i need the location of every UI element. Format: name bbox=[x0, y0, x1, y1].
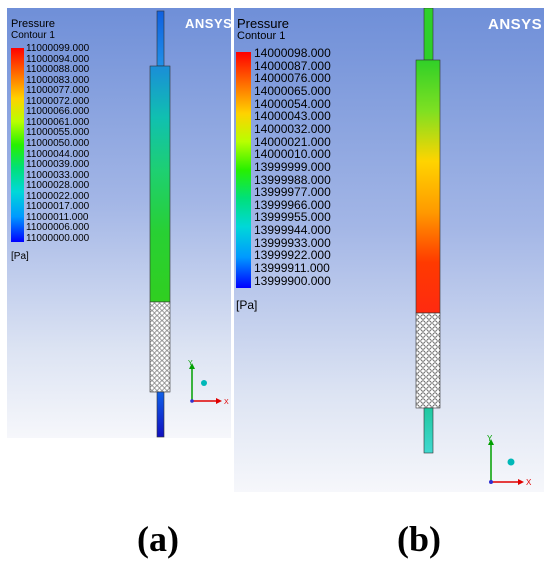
contour-panel-b: Pressure Contour 1 ANSYS 14000098.000 140… bbox=[234, 8, 544, 492]
legend-tick-label: 11000000.000 bbox=[26, 232, 90, 244]
legend-tick-label: 13999988.000 bbox=[254, 172, 331, 187]
legend-tick-label: 14000054.000 bbox=[254, 96, 331, 111]
legend-tick-label: 11000033.000 bbox=[26, 169, 90, 181]
y-axis-label: Y bbox=[188, 360, 193, 367]
ansys-logo: ANSYS bbox=[488, 16, 543, 33]
ansys-logo: ANSYS bbox=[185, 16, 231, 31]
legend-title: Pressure bbox=[237, 16, 290, 31]
legend-tick-label: 11000028.000 bbox=[26, 180, 90, 192]
legend-tick-label: 13999999.000 bbox=[254, 159, 331, 174]
packed-bed bbox=[415, 312, 441, 409]
legend-tick-label: 14000043.000 bbox=[254, 109, 331, 124]
legend-tick-label: 13999977.000 bbox=[254, 185, 331, 200]
column-body bbox=[415, 59, 441, 314]
legend-unit: [Pa] bbox=[11, 251, 29, 262]
legend-tick-label: 11000044.000 bbox=[26, 148, 90, 160]
legend-tick-label: 11000006.000 bbox=[26, 222, 90, 234]
legend-tick-label: 14000032.000 bbox=[254, 121, 331, 136]
legend-tick-label: 13999966.000 bbox=[254, 197, 331, 212]
caption-b: (b) bbox=[397, 519, 441, 559]
axis-triad: Y X bbox=[487, 434, 532, 487]
legend-tick-label: 11000072.000 bbox=[26, 95, 90, 107]
legend-colorbar bbox=[236, 52, 251, 288]
legend-tick-label: 13999944.000 bbox=[254, 223, 331, 238]
legend-tick-label: 11000083.000 bbox=[26, 74, 90, 86]
axis-triad: Y X bbox=[188, 360, 229, 406]
inlet-pipe bbox=[423, 8, 434, 61]
outlet-pipe bbox=[423, 407, 434, 454]
legend-tick-label: 14000098.000 bbox=[254, 46, 331, 60]
legend-title: Pressure bbox=[11, 18, 56, 30]
legend-tick-label: 14000087.000 bbox=[254, 58, 331, 73]
legend-tick-label: 11000066.000 bbox=[26, 106, 90, 118]
packed-bed bbox=[149, 301, 171, 393]
legend-tick-label: 14000076.000 bbox=[254, 71, 331, 86]
legend-tick-label: 13999955.000 bbox=[254, 210, 331, 225]
x-axis-label: X bbox=[526, 478, 532, 487]
legend-tick-label: 11000077.000 bbox=[26, 85, 90, 97]
legend-tick-label: 14000010.000 bbox=[254, 147, 331, 162]
legend-tick-label: 11000094.000 bbox=[26, 53, 90, 65]
legend-tick-label: 11000088.000 bbox=[26, 64, 90, 76]
legend-unit: [Pa] bbox=[236, 298, 258, 312]
column-body bbox=[149, 65, 171, 303]
legend-tick-label: 11000022.000 bbox=[26, 190, 90, 202]
legend-tick-label: 13999933.000 bbox=[254, 235, 331, 250]
legend-tick-label: 11000011.000 bbox=[26, 211, 89, 223]
legend-tick-label: 13999900.000 bbox=[254, 273, 331, 288]
outlet-pipe bbox=[156, 391, 165, 438]
legend-tick-label: 11000039.000 bbox=[26, 159, 90, 171]
legend-tick-label: 11000050.000 bbox=[26, 137, 90, 149]
inlet-pipe bbox=[156, 10, 165, 67]
x-axis-label: X bbox=[224, 399, 229, 406]
legend-subtitle: Contour 1 bbox=[237, 30, 286, 42]
legend-tick-label: 11000017.000 bbox=[26, 201, 90, 213]
caption-a: (a) bbox=[137, 519, 179, 559]
geometry-view: Y X bbox=[149, 10, 229, 438]
legend-tick-label: 14000021.000 bbox=[254, 134, 331, 149]
legend-tick-label: 14000065.000 bbox=[254, 83, 331, 98]
z-axis-marker bbox=[507, 458, 515, 466]
contour-panel-a: Pressure Contour 1 ANSYS 11000099.000 110… bbox=[7, 8, 231, 438]
legend-tick-label: 11000061.000 bbox=[26, 116, 90, 128]
legend-tick-label: 11000055.000 bbox=[26, 127, 90, 139]
legend-tick-label: 11000099.000 bbox=[26, 43, 90, 54]
legend-subtitle: Contour 1 bbox=[11, 30, 55, 41]
geometry-view: Y X bbox=[415, 8, 532, 487]
y-axis-label: Y bbox=[487, 434, 493, 443]
legend-tick-label: 13999922.000 bbox=[254, 248, 331, 263]
legend-colorbar bbox=[11, 48, 24, 242]
z-axis-marker bbox=[201, 380, 207, 386]
legend-tick-label: 13999911.000 bbox=[254, 261, 330, 276]
